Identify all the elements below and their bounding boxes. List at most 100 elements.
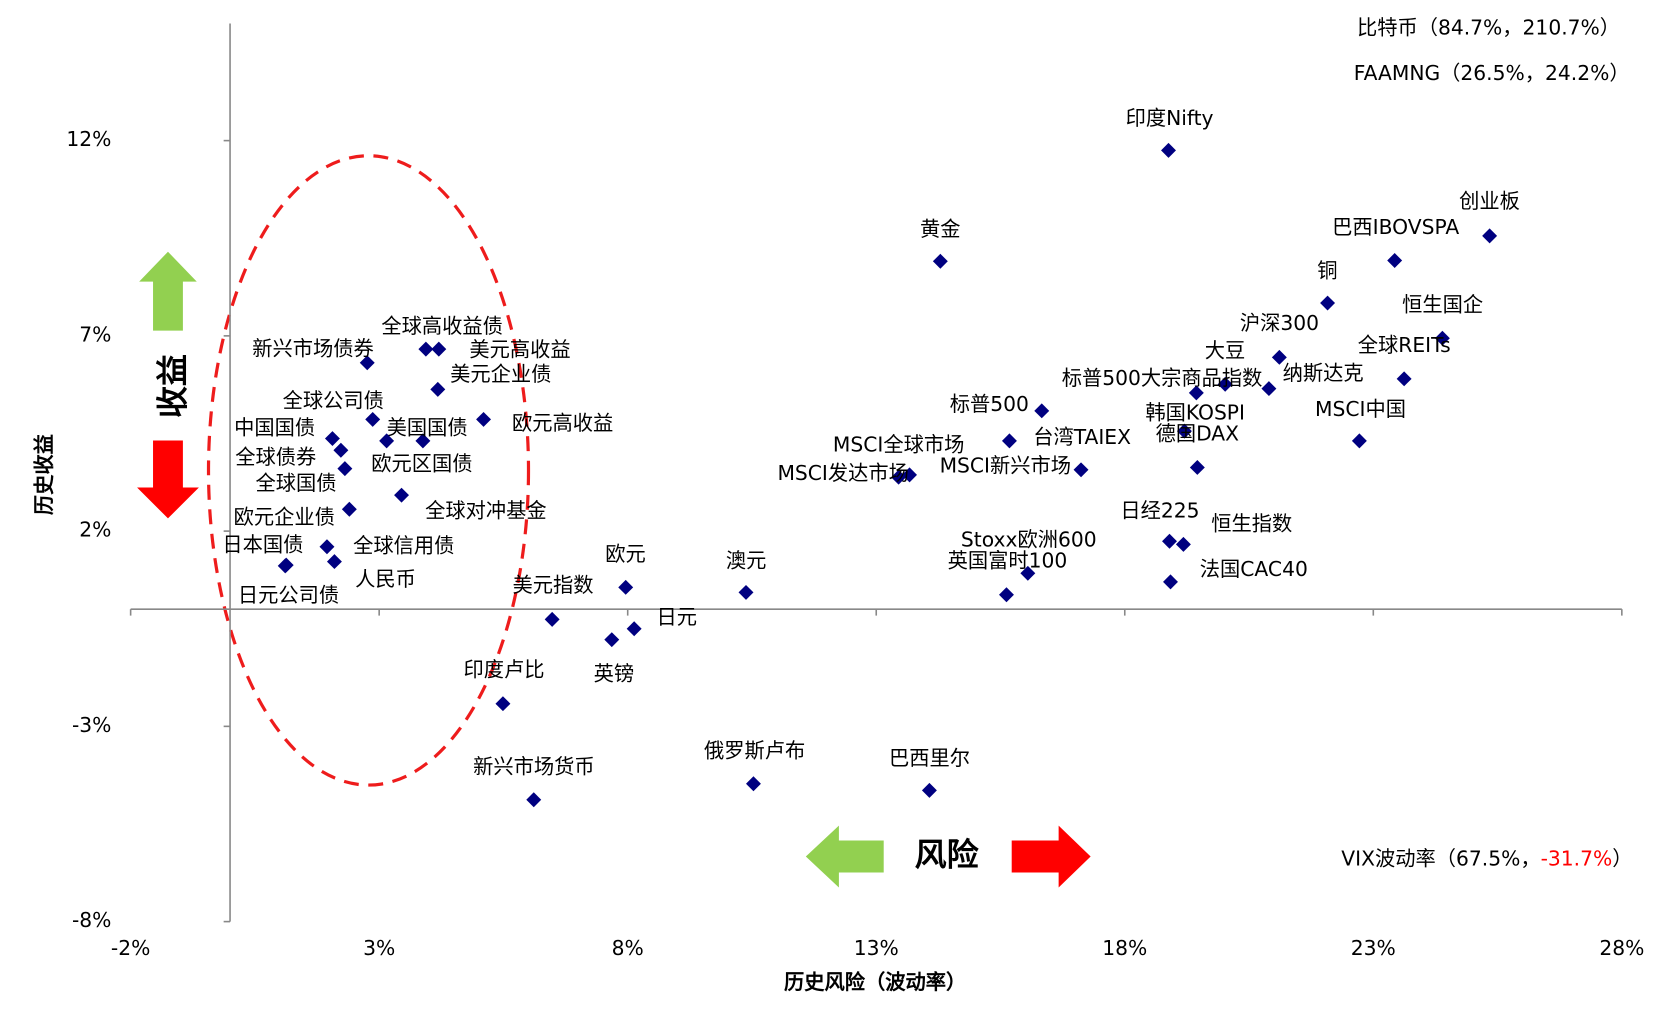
point <box>359 355 375 371</box>
point-label: 纳斯达克 <box>1283 361 1364 385</box>
annotation: 比特币（84.7%，210.7%） <box>1357 15 1620 39</box>
point <box>891 469 907 485</box>
point-label: 欧元高收益 <box>512 411 613 435</box>
point-label: 日经225 <box>1120 498 1199 522</box>
left-arrow <box>805 825 884 888</box>
point <box>476 411 492 427</box>
y-tick-label: 7% <box>79 322 111 346</box>
point-label: 大豆 <box>1205 339 1246 363</box>
point <box>745 776 761 792</box>
point-label: 日元公司债 <box>238 583 339 607</box>
point-label: Stoxx欧洲600 <box>961 527 1097 551</box>
point-label: 印度卢比 <box>463 657 544 681</box>
point-label: 全球信用债 <box>353 534 454 558</box>
x-tick-label: 8% <box>612 936 644 960</box>
down-arrow <box>137 440 199 519</box>
y-tick-label: 2% <box>79 518 111 542</box>
point-label: 全球国债 <box>255 471 336 495</box>
point-label: 德国DAX <box>1156 422 1240 446</box>
point-label: 欧元区国债 <box>371 452 472 476</box>
point <box>319 539 335 555</box>
y-tick-label: -3% <box>72 713 111 737</box>
point-label: 新兴市场货币 <box>473 755 595 779</box>
annotation: VIX波动率（67.5%，-31.7%） <box>1341 846 1632 870</box>
point-label: MSCI新兴市场 <box>940 454 1071 478</box>
x-axis-title: 历史风险（波动率） <box>784 970 966 994</box>
x-tick-label: 3% <box>363 936 395 960</box>
point-label: MSCI发达市场 <box>777 461 908 485</box>
highlight-ellipse <box>206 154 531 787</box>
return-label: 收益 <box>153 354 191 418</box>
point-label: 美元高收益 <box>469 337 570 361</box>
point-label: 法国CAC40 <box>1200 557 1308 581</box>
point-label: 美元指数 <box>513 573 594 597</box>
annotation-part: ） <box>1612 846 1632 870</box>
risk-label: 风险 <box>915 836 980 874</box>
annotation-part: VIX波动率（67.5%， <box>1341 846 1540 870</box>
point <box>365 411 381 427</box>
point-label: 美元企业债 <box>450 362 551 386</box>
point <box>394 487 410 503</box>
up-arrow <box>139 251 197 331</box>
point-label: 沪深300 <box>1240 311 1319 335</box>
point-label: 全球对冲基金 <box>425 498 547 522</box>
point <box>1073 462 1089 478</box>
point <box>932 253 948 269</box>
point <box>998 587 1014 603</box>
point-label: 创业板 <box>1459 189 1520 213</box>
point-label: 日元 <box>657 605 698 629</box>
y-tick-label: -8% <box>72 908 111 932</box>
point-label: 中国国债 <box>234 415 315 439</box>
point-label: 恒生国企 <box>1402 293 1483 317</box>
point <box>618 579 634 595</box>
point-label: 巴西里尔 <box>889 746 970 770</box>
point <box>431 341 447 357</box>
point <box>1320 295 1336 311</box>
point-label: 全球公司债 <box>283 389 384 413</box>
point-label: MSCI中国 <box>1315 397 1406 421</box>
point <box>415 433 431 449</box>
point <box>626 621 642 637</box>
point <box>1163 574 1178 590</box>
point-label: 人民币 <box>355 567 416 591</box>
x-tick-label: 28% <box>1599 936 1644 960</box>
point <box>526 792 542 808</box>
point <box>430 381 446 397</box>
point <box>1175 536 1191 552</box>
point-label: 英国富时100 <box>948 549 1068 573</box>
x-tick-label: -2% <box>111 936 150 960</box>
point <box>1161 142 1176 158</box>
point <box>738 584 754 600</box>
point <box>544 611 560 627</box>
point-label: 铜 <box>1317 258 1337 282</box>
point-label: 恒生指数 <box>1211 511 1292 535</box>
point <box>495 696 511 712</box>
point-label: 欧元 <box>605 542 646 566</box>
y-axis-title: 历史收益 <box>32 434 56 515</box>
point <box>1271 349 1287 365</box>
point-label: 印度Nifty <box>1126 106 1214 130</box>
right-arrow <box>1011 825 1091 888</box>
point-label: 韩国KOSPI <box>1145 400 1245 424</box>
x-tick-label: 18% <box>1102 936 1147 960</box>
point-label: 全球债券 <box>235 445 316 469</box>
x-tick-label: 13% <box>854 936 899 960</box>
annotation-part: -31.7% <box>1541 846 1613 870</box>
point <box>1482 228 1498 244</box>
point <box>1162 533 1177 549</box>
point-label: 台湾TAIEX <box>1033 425 1131 449</box>
point-label: 黄金 <box>920 217 961 241</box>
point <box>379 433 395 449</box>
point <box>1189 459 1205 475</box>
annotation: FAAMNG（26.5%，24.2%） <box>1354 61 1630 85</box>
y-tick-label: 12% <box>66 127 111 151</box>
point-label: 日本国债 <box>222 533 303 557</box>
point <box>1001 433 1017 449</box>
point <box>902 467 918 483</box>
x-tick-label: 23% <box>1351 936 1396 960</box>
point <box>278 557 294 573</box>
point <box>1396 371 1412 387</box>
point <box>1176 423 1192 439</box>
point <box>326 554 342 570</box>
